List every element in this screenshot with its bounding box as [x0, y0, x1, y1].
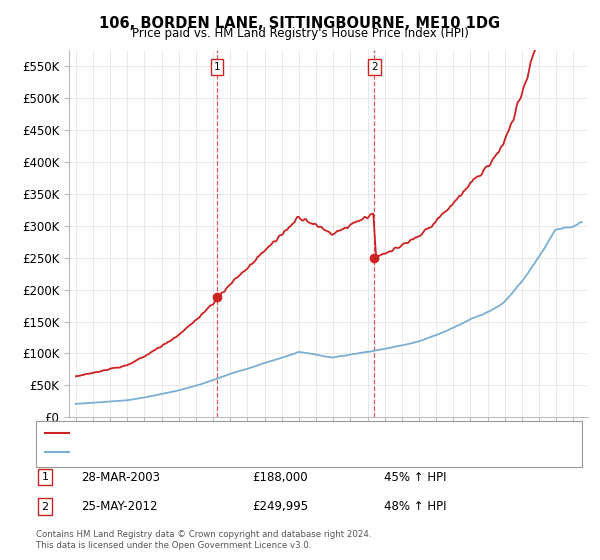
Text: 25-MAY-2012: 25-MAY-2012	[81, 500, 157, 514]
Text: Contains HM Land Registry data © Crown copyright and database right 2024.: Contains HM Land Registry data © Crown c…	[36, 530, 371, 539]
Text: £249,995: £249,995	[252, 500, 308, 514]
Text: 2: 2	[371, 62, 378, 72]
Text: 106, BORDEN LANE, SITTINGBOURNE, ME10 1DG (semi-detached house): 106, BORDEN LANE, SITTINGBOURNE, ME10 1D…	[75, 428, 453, 438]
Text: 1: 1	[214, 62, 221, 72]
Text: 2: 2	[41, 502, 49, 512]
Text: Price paid vs. HM Land Registry's House Price Index (HPI): Price paid vs. HM Land Registry's House …	[131, 27, 469, 40]
Text: 28-MAR-2003: 28-MAR-2003	[81, 470, 160, 484]
Text: 48% ↑ HPI: 48% ↑ HPI	[384, 500, 446, 514]
Text: 1: 1	[41, 472, 49, 482]
Text: 45% ↑ HPI: 45% ↑ HPI	[384, 470, 446, 484]
Text: This data is licensed under the Open Government Licence v3.0.: This data is licensed under the Open Gov…	[36, 541, 311, 550]
Text: 106, BORDEN LANE, SITTINGBOURNE, ME10 1DG: 106, BORDEN LANE, SITTINGBOURNE, ME10 1D…	[100, 16, 500, 31]
Text: £188,000: £188,000	[252, 470, 308, 484]
Text: HPI: Average price, semi-detached house, Swale: HPI: Average price, semi-detached house,…	[75, 447, 328, 458]
